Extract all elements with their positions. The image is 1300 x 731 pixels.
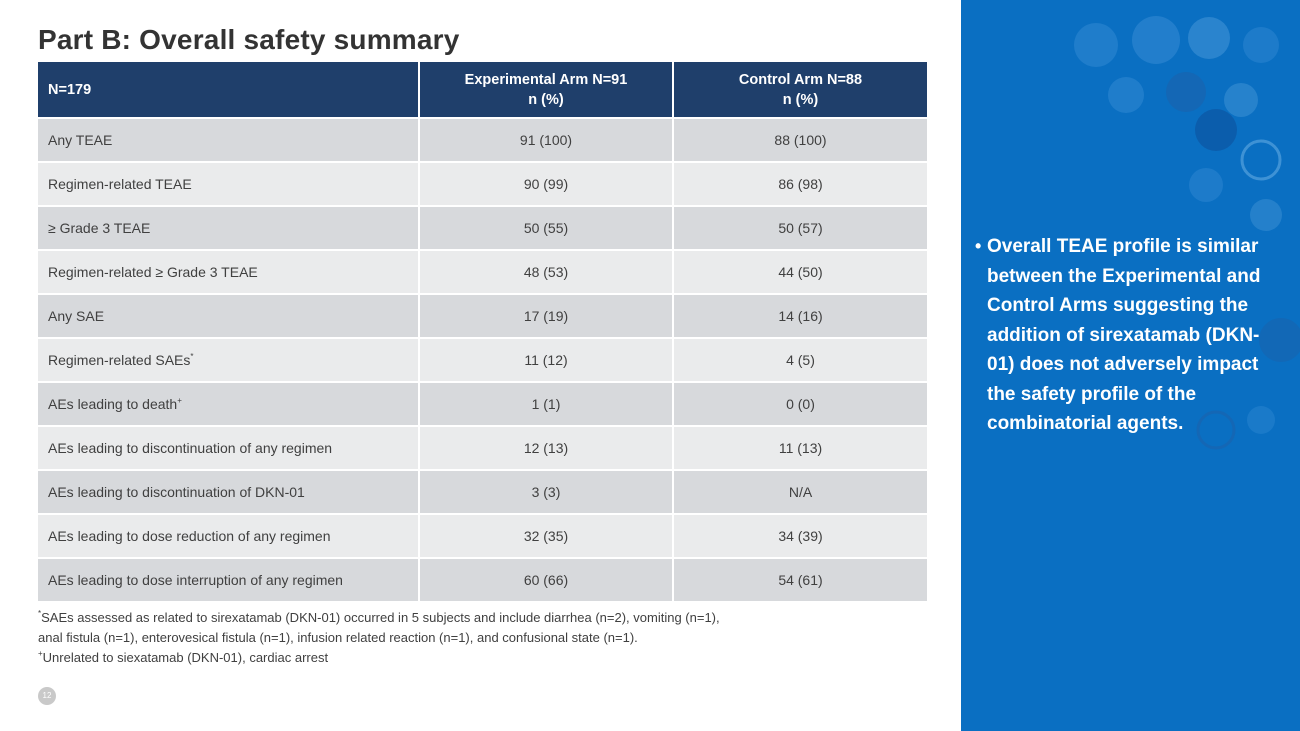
row-label: Any SAE [38, 293, 420, 338]
control-value: 14 (16) [673, 293, 927, 338]
table-header-row: N=179 Experimental Arm N=91 n (%) Contro… [38, 62, 927, 118]
row-label: AEs leading to discontinuation of DKN-01 [38, 469, 420, 514]
experimental-value: 91 (100) [419, 117, 674, 162]
key-takeaway-bullet: • Overall TEAE profile is similar betwee… [975, 232, 1279, 439]
control-value: 34 (39) [673, 513, 927, 558]
page-title: Part B: Overall safety summary [38, 24, 460, 55]
table-row: Regimen-related TEAE 90 (99) 86 (98) [38, 161, 927, 206]
footnote-2-mark: + [38, 649, 43, 658]
footnote-1-text-line1: SAEs assessed as related to sirexatamab … [41, 610, 720, 625]
header-population-label: N=179 [48, 81, 92, 98]
row-label-text: Regimen-related TEAE [48, 176, 192, 192]
header-experimental-line1: Experimental Arm N=91 [464, 71, 628, 88]
row-label: AEs leading to discontinuation of any re… [38, 425, 420, 470]
row-label: Regimen-related SAEs* [38, 337, 420, 382]
right-blue-panel: • Overall TEAE profile is similar betwee… [961, 0, 1300, 731]
experimental-value: 11 (12) [419, 337, 674, 382]
table-row: AEs leading to dose reduction of any reg… [38, 513, 927, 558]
row-label: Regimen-related ≥ Grade 3 TEAE [38, 249, 420, 294]
control-value: 44 (50) [673, 249, 927, 294]
row-label: ≥ Grade 3 TEAE [38, 205, 420, 250]
experimental-value: 32 (35) [419, 513, 674, 558]
header-population: N=179 [38, 62, 420, 118]
row-label-text: AEs leading to discontinuation of DKN-01 [48, 484, 305, 500]
header-experimental-arm: Experimental Arm N=91 n (%) [419, 62, 674, 118]
footnote-1-line1: *SAEs assessed as related to sirexatamab… [38, 608, 720, 628]
row-label-text: AEs leading to death [48, 396, 178, 412]
control-value: 0 (0) [673, 381, 927, 426]
experimental-value: 17 (19) [419, 293, 674, 338]
control-value: 4 (5) [673, 337, 927, 382]
row-label-text: Regimen-related ≥ Grade 3 TEAE [48, 264, 258, 280]
table-row: AEs leading to death+ 1 (1) 0 (0) [38, 381, 927, 426]
page-number: 12 [38, 687, 56, 705]
table-row: AEs leading to discontinuation of DKN-01… [38, 469, 927, 514]
control-value: 11 (13) [673, 425, 927, 470]
experimental-value: 1 (1) [419, 381, 674, 426]
row-label-text: AEs leading to dose interruption of any … [48, 572, 343, 588]
row-label-text: Any TEAE [48, 132, 113, 148]
bullet-dot: • [975, 236, 982, 256]
row-label: AEs leading to dose reduction of any reg… [38, 513, 420, 558]
experimental-value: 48 (53) [419, 249, 674, 294]
footnote-2-text: Unrelated to siexatamab (DKN-01), cardia… [42, 650, 329, 665]
row-label: Any TEAE [38, 117, 420, 162]
footnote-1-line2: anal fistula (n=1), enterovesical fistul… [38, 630, 638, 645]
control-value: 54 (61) [673, 557, 927, 601]
table-row: Any TEAE 91 (100) 88 (100) [38, 117, 927, 162]
row-label-text: AEs leading to discontinuation of any re… [48, 440, 333, 456]
control-value: N/A [673, 469, 927, 514]
row-label: AEs leading to dose interruption of any … [38, 557, 420, 601]
row-label-footnote-mark: * [190, 352, 194, 361]
header-control-line1: Control Arm N=88 [738, 71, 863, 88]
footnotes: *SAEs assessed as related to sirexatamab… [38, 608, 720, 668]
table-row: Regimen-related SAEs* 11 (12) 4 (5) [38, 337, 927, 382]
experimental-value: 60 (66) [419, 557, 674, 601]
footnote-1-mark: * [38, 609, 42, 618]
table-row: AEs leading to discontinuation of any re… [38, 425, 927, 470]
header-experimental-line2: n (%) [528, 91, 564, 108]
control-value: 88 (100) [673, 117, 927, 162]
control-value: 50 (57) [673, 205, 927, 250]
experimental-value: 12 (13) [419, 425, 674, 470]
bullet-text: Overall TEAE profile is similar between … [987, 236, 1261, 434]
table-row: Regimen-related ≥ Grade 3 TEAE 48 (53) 44 … [38, 249, 927, 294]
bubble-pattern-icon [1074, 16, 1300, 450]
row-label-text: AEs leading to dose reduction of any reg… [48, 528, 331, 544]
experimental-value: 50 (55) [419, 205, 674, 250]
footnote-2: +Unrelated to siexatamab (DKN-01), cardi… [38, 648, 720, 668]
header-control-line2: n (%) [782, 91, 819, 108]
row-label: AEs leading to death+ [38, 381, 420, 426]
table-row: AEs leading to dose interruption of any … [38, 557, 927, 601]
row-label-text: ≥ Grade 3 TEAE [48, 220, 151, 236]
table-row: ≥ Grade 3 TEAE 50 (55) 50 (57) [38, 205, 927, 250]
experimental-value: 90 (99) [419, 161, 674, 206]
safety-summary-table: N=179 Experimental Arm N=91 n (%) Contro… [38, 62, 927, 601]
row-label: Regimen-related TEAE [38, 161, 420, 206]
row-label-text: Any SAE [48, 308, 105, 324]
row-label-footnote-mark: + [177, 396, 182, 405]
row-label-text: Regimen-related SAEs [48, 352, 191, 368]
experimental-value: 3 (3) [419, 469, 674, 514]
control-value: 86 (98) [673, 161, 927, 206]
table-row: Any SAE 17 (19) 14 (16) [38, 293, 927, 338]
header-control-arm: Control Arm N=88 n (%) [673, 62, 927, 118]
